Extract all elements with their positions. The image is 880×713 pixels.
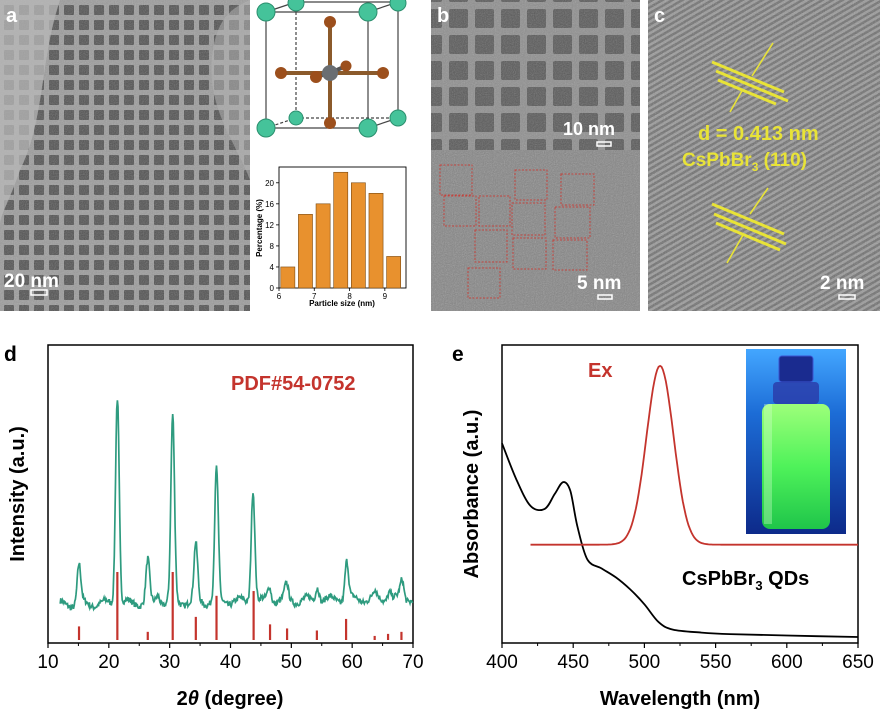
xrd-xtick-label: 30 — [159, 652, 180, 673]
vial-body — [762, 404, 830, 529]
histogram-bar — [298, 214, 313, 289]
panel-c: d = 0.413 nm CsPbBr3 (110) c 2 nm — [648, 0, 880, 311]
xrd-xtick-label: 20 — [98, 652, 119, 673]
histogram-bar — [351, 182, 366, 289]
histogram-xtick-label: 9 — [383, 292, 388, 301]
qd-label: CsPbBr3 QDs — [682, 568, 809, 593]
histogram-ytick-label: 20 — [265, 179, 274, 188]
ex-label: Ex — [588, 360, 612, 382]
lattice-marker-top — [711, 60, 789, 106]
histogram-bars — [280, 171, 402, 289]
panel-label-d: d — [4, 343, 17, 366]
pb-atom — [322, 65, 338, 81]
scale-bar-c — [838, 294, 856, 300]
uv-xtick-label: 550 — [700, 652, 732, 673]
cs-atoms — [256, 0, 407, 138]
crystal-structure-inset — [253, 0, 411, 146]
xrd-x-ticks: 10 20 30 40 50 60 70 — [37, 643, 424, 673]
panel-b: b 10 nm 5 nm — [431, 0, 640, 311]
scale-bar-c-label: 2 nm — [820, 273, 864, 294]
histogram-bar — [333, 171, 349, 289]
uv-x-ticks: 400 450 500 550 600 650 — [486, 643, 874, 673]
histogram-xtick-label: 8 — [347, 292, 352, 301]
xrd-xtick-label: 60 — [342, 652, 363, 673]
size-histogram-inset: 6 7 8 9 0 4 8 12 16 20 Particle size (nm) Percent… — [253, 153, 412, 311]
d-arrow-bottom-1 — [749, 187, 769, 215]
histogram-xtick-label: 6 — [277, 292, 282, 301]
pdf-reference-sticks — [77, 572, 403, 640]
tem-image-a-bare-region-2 — [211, 0, 250, 180]
histogram-ytick-label: 12 — [265, 221, 274, 230]
scale-bar-b-bottom — [597, 294, 613, 300]
panel-label-e: e — [452, 343, 464, 366]
absorbance-line — [501, 443, 859, 638]
pdf-annotation: PDF#54-0752 — [231, 373, 356, 395]
histogram-ticks: 6 7 8 9 0 4 8 12 16 20 — [265, 179, 388, 301]
xrd-ylabel: Intensity (a.u.) — [7, 426, 29, 562]
plane-label-prefix: CsPbBr — [682, 150, 752, 171]
histogram-ytick-label: 16 — [265, 200, 274, 209]
uv-ylabel: Absorbance (a.u.) — [461, 410, 483, 579]
histogram-bar — [280, 266, 296, 289]
xrd-xtick-label: 10 — [37, 652, 58, 673]
uv-xtick-label: 400 — [486, 652, 518, 673]
scale-bar-a-label: 20 nm — [4, 271, 59, 292]
xrd-xlabel: 2θ (degree) — [177, 688, 284, 710]
panel-label-b: b — [437, 5, 449, 27]
emission-line — [530, 364, 858, 546]
uv-xlabel: Wavelength (nm) — [600, 688, 760, 710]
histogram-xtick-label: 7 — [312, 292, 317, 301]
d-spacing-label: d = 0.413 nm — [698, 123, 819, 145]
vial-photo-inset — [746, 349, 846, 534]
d-arrow-top-2 — [729, 88, 744, 113]
scale-bar-b-top-label: 10 nm — [563, 119, 615, 139]
scale-bar-a — [30, 289, 48, 296]
histogram-ytick-label: 0 — [270, 284, 275, 293]
qd-label-sub: 3 — [755, 578, 762, 593]
particle-outlines — [439, 164, 595, 299]
panel-d: d 10 20 30 40 50 60 70 PDF#54-0752 Intensity (… — [4, 343, 424, 710]
lattice-marker-bottom — [711, 202, 787, 252]
d-arrow-bottom-2 — [726, 234, 744, 264]
qd-label-prefix: CsPbBr — [682, 568, 756, 590]
panel-e: e 400 450 500 550 600 650 Ex CsPbBr3 QDs Abso… — [452, 343, 874, 710]
xrd-pattern-line — [59, 400, 414, 612]
uv-xtick-label: 450 — [557, 652, 589, 673]
scale-bar-b-top — [596, 141, 612, 147]
qd-label-suffix: QDs — [763, 568, 810, 590]
plane-label-sub: 3 — [752, 160, 759, 174]
panel-a: a 20 nm — [0, 0, 412, 311]
xrd-xlabel-prefix: 2 — [177, 688, 188, 710]
vial-neck — [773, 382, 819, 404]
xrd-xlabel-suffix: (degree) — [199, 688, 283, 710]
uv-xtick-label: 500 — [629, 652, 661, 673]
panel-label-c: c — [654, 5, 665, 27]
br-atoms — [275, 16, 389, 129]
d-arrow-top-1 — [751, 42, 774, 77]
plane-label: CsPbBr3 (110) — [682, 150, 807, 174]
histogram-bar — [368, 193, 384, 289]
panel-label-a: a — [6, 5, 18, 27]
xrd-xtick-label: 40 — [220, 652, 241, 673]
histogram-ytick-label: 8 — [270, 242, 275, 251]
histogram-ylabel: Percentage (%) — [255, 199, 264, 257]
uv-xtick-label: 600 — [771, 652, 803, 673]
xrd-xtick-label: 50 — [281, 652, 302, 673]
xrd-xtick-label: 70 — [402, 652, 423, 673]
uv-xtick-label: 650 — [842, 652, 874, 673]
histogram-bar — [315, 203, 331, 289]
histogram-bar — [386, 256, 402, 289]
tem-image-a-bare-region — [0, 0, 60, 225]
plane-label-suffix: (110) — [758, 150, 807, 171]
scale-bar-b-bottom-label: 5 nm — [577, 273, 621, 294]
vial-cap — [778, 355, 814, 383]
histogram-ytick-label: 4 — [270, 263, 275, 272]
histogram-xlabel: Particle size (nm) — [309, 299, 375, 308]
xrd-xlabel-theta: θ — [188, 688, 199, 710]
